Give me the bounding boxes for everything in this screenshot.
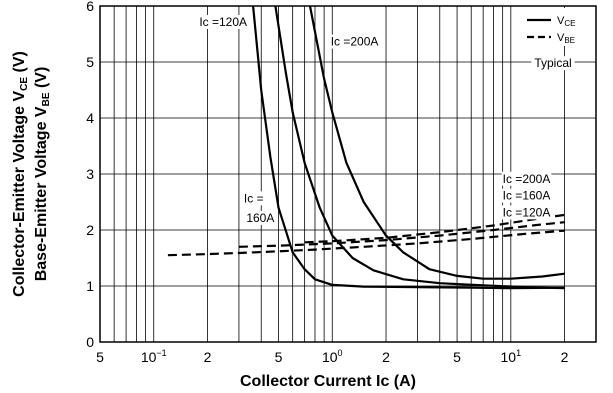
annotation-label: Ic =200A: [331, 35, 379, 49]
x-tick-label: 100: [322, 348, 343, 365]
series-lines: [167, 5, 565, 290]
vce-series-line-2: [274, 5, 565, 290]
annotation-label: Ic =160A: [503, 189, 551, 203]
annotation-label: Ic =120A: [199, 15, 247, 29]
typical-label: Typical: [534, 56, 571, 70]
annotation-background: [198, 14, 249, 29]
x-tick-label: 101: [501, 348, 522, 365]
x-axis-title: Collector Current Ic (A): [240, 373, 416, 390]
x-tick-label: 2: [204, 349, 212, 365]
y-tick-label: 4: [86, 110, 94, 126]
plot-border: [99, 5, 597, 343]
legend-background: [521, 8, 589, 46]
vbe-series-line-5: [238, 221, 565, 248]
annotation-label: Ic =: [244, 191, 264, 205]
x-tick-label: 5: [453, 349, 461, 365]
vbe-series-line-4: [167, 229, 565, 257]
annotation-background: [245, 210, 276, 225]
plot-frame: [99, 5, 597, 343]
vce-series-line-3: [308, 5, 565, 280]
x-tick-label: 10−1: [141, 348, 167, 365]
annotation-label: 160A: [246, 211, 274, 225]
y-tick-label: 0: [86, 334, 94, 350]
y-axis-title-vce: Collector-Emitter Voltage VCE (V): [11, 51, 30, 297]
legend-vce-label: VCE: [557, 15, 575, 28]
annotation-label: Ic =120A: [503, 205, 551, 219]
annotation-background: [329, 34, 380, 49]
y-tick-label: 2: [86, 222, 94, 238]
axis-titles: Collector Current Ic (A) Collector-Emitte…: [11, 51, 416, 390]
y-tick-label: 6: [86, 0, 94, 14]
annotation-background: [242, 191, 265, 206]
annotation-background: [501, 171, 552, 186]
annotation-background: [501, 205, 552, 220]
vce-series-line-1: [252, 5, 565, 290]
y-tick-label: 5: [86, 54, 94, 70]
y-axis-title-vbe: Base-Emitter Voltage VBE (V): [33, 67, 52, 282]
legend-vbe-label: VBE: [557, 32, 575, 45]
y-tick-label: 3: [86, 166, 94, 182]
tick-labels: 0 1 2 3 4 5 6 5 10−1 2 5 100 2 5 101 2: [86, 0, 568, 365]
x-tick-label: 2: [382, 349, 390, 365]
x-tick-label: 5: [96, 349, 104, 365]
legend: VCE VBE Typical: [521, 8, 589, 71]
annotation-background: [501, 188, 552, 203]
annotation-label: Ic =200A: [503, 172, 551, 186]
typical-label-background: [531, 56, 575, 71]
x-tick-label: 5: [275, 349, 283, 365]
y-tick-label: 1: [86, 278, 94, 294]
x-tick-label: 2: [561, 349, 569, 365]
